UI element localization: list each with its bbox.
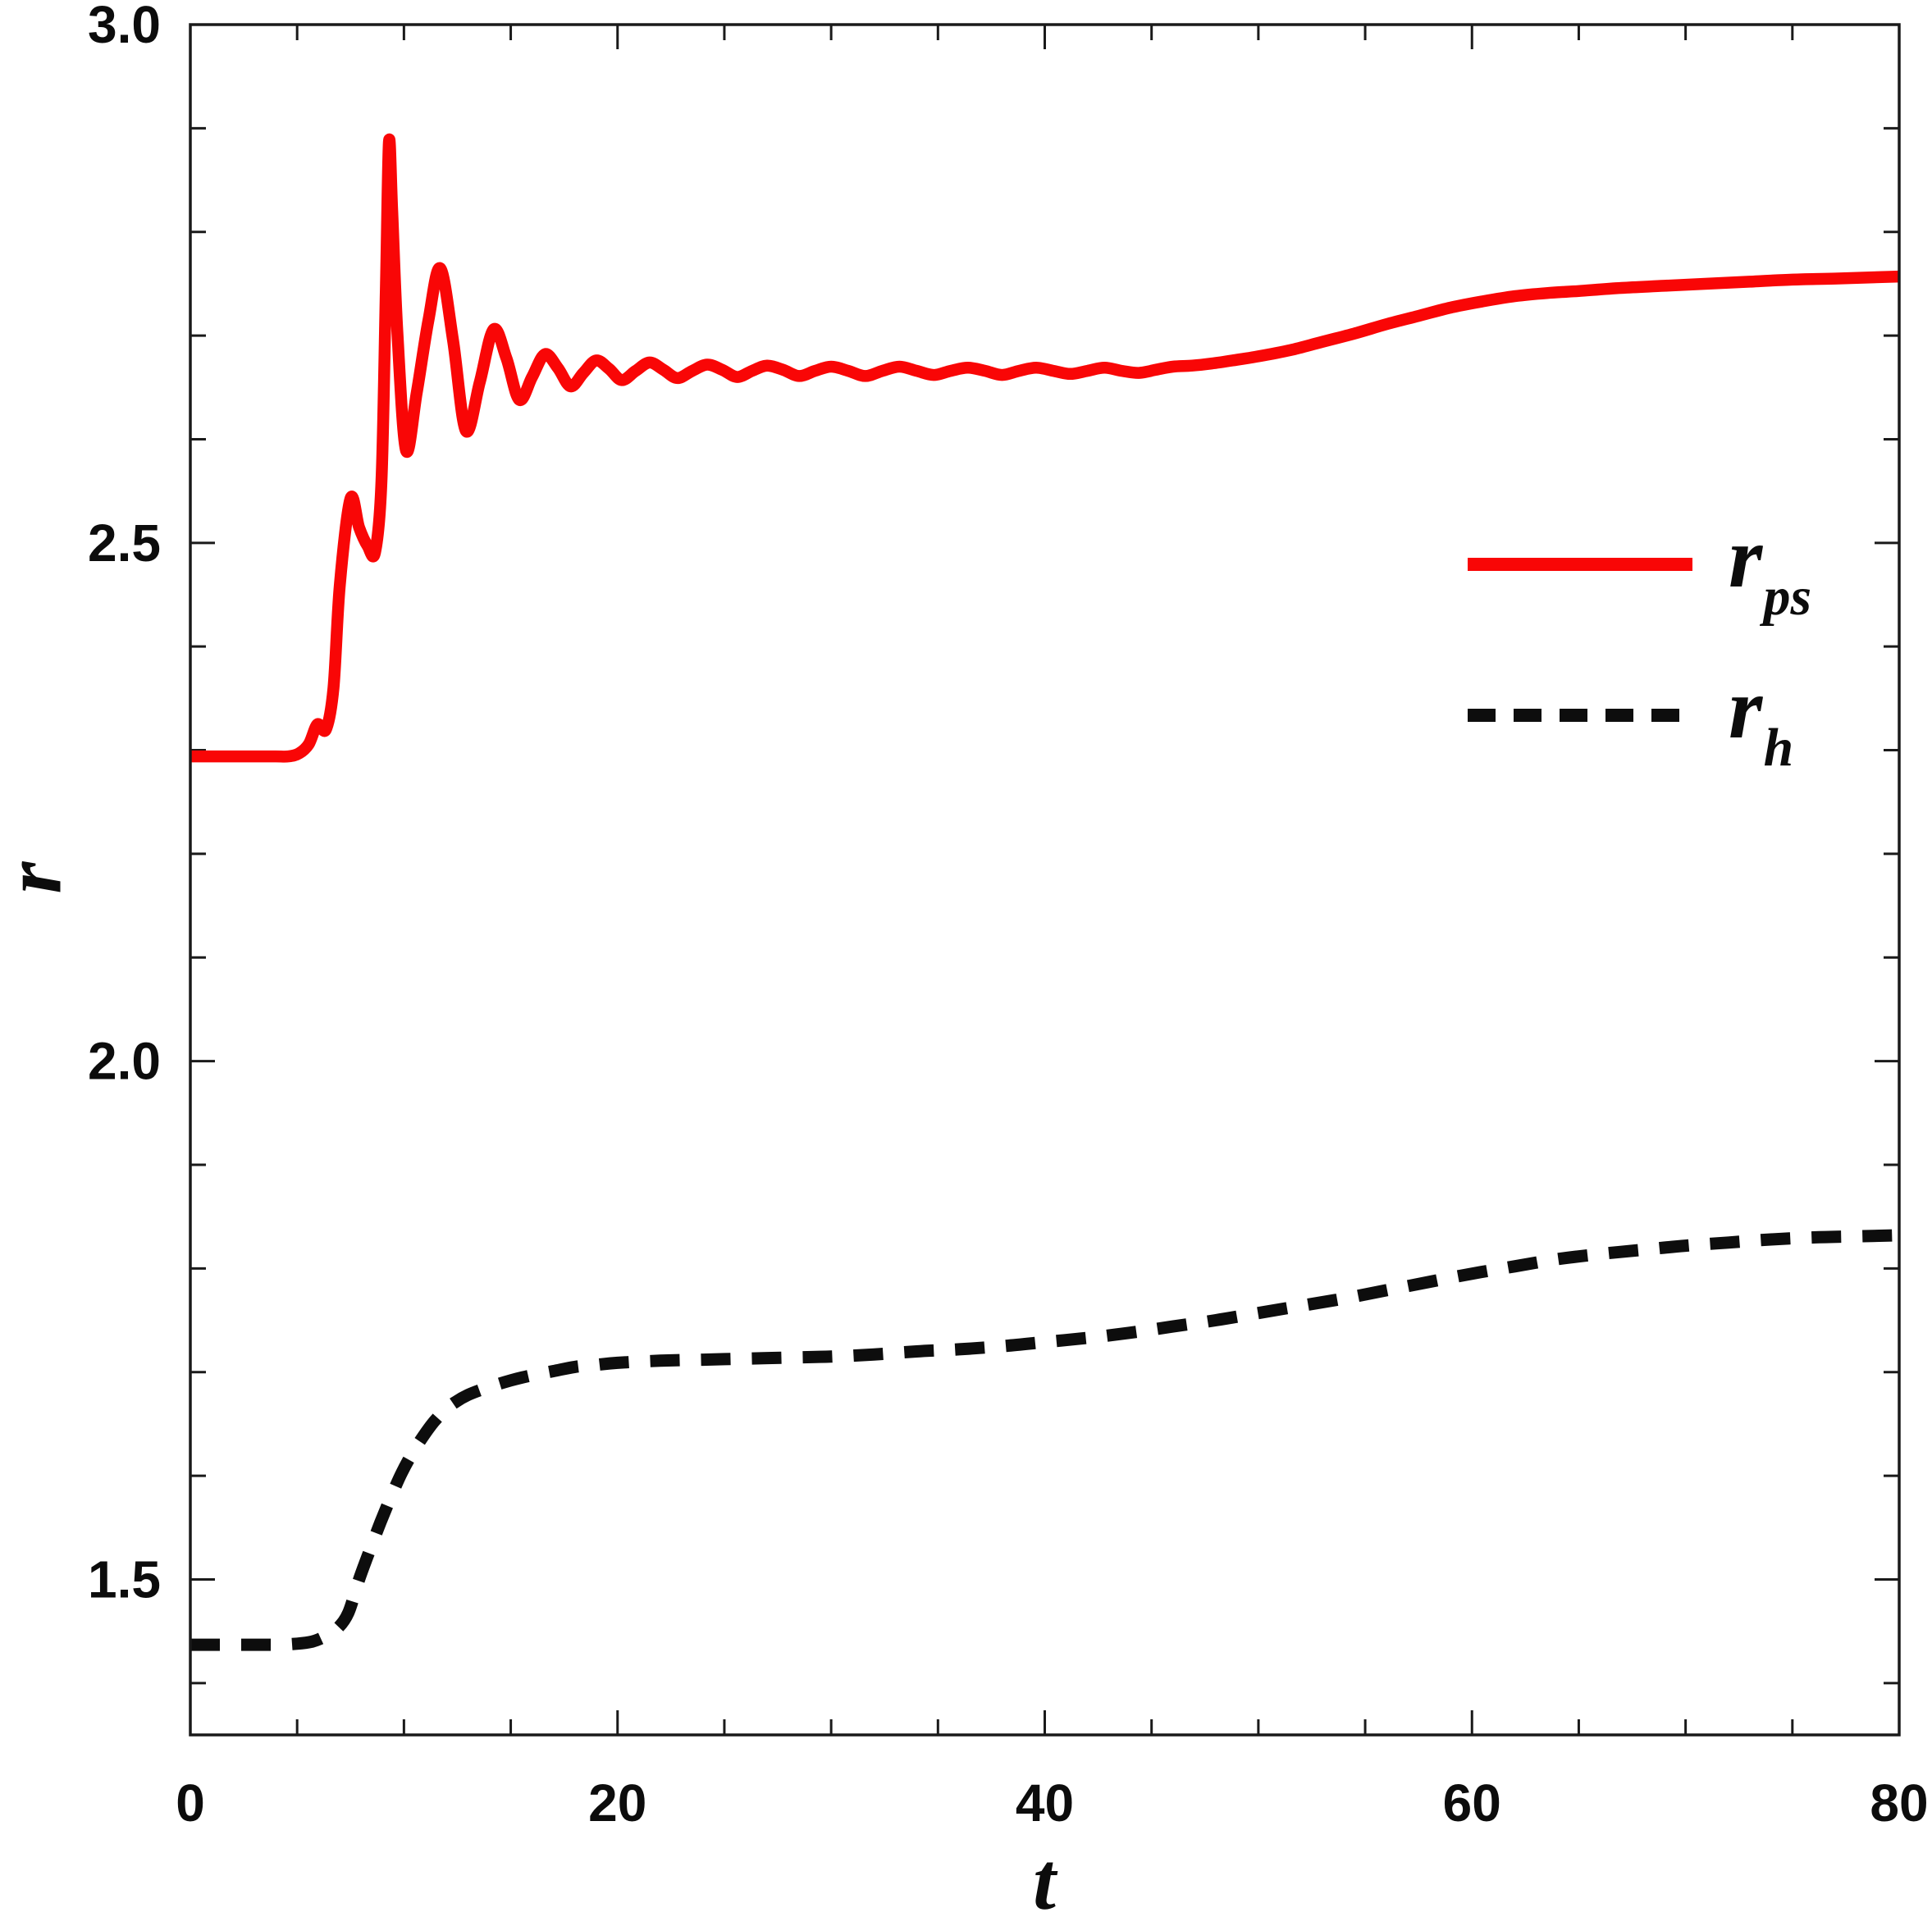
legend-label-rps: rps [1729, 514, 1811, 624]
legend-item-rps: rps [1468, 514, 1811, 624]
y-tick-labels: 1.5 2.0 2.5 3.0 [88, 0, 161, 1609]
legend: rps rh [1468, 514, 1811, 775]
y-axis-label: r [0, 862, 80, 894]
y-tick-label: 3.0 [88, 0, 161, 54]
r_h-curve [190, 1229, 1900, 1651]
x-tick-label: 40 [1016, 1773, 1074, 1833]
plot-frame [189, 23, 1901, 1737]
legend-item-rh: rh [1468, 665, 1811, 775]
axis-ticks [189, 23, 1901, 1735]
legend-label-rh-base: r [1729, 660, 1763, 757]
x-tick-label: 0 [176, 1773, 205, 1833]
x-axis-label: t [1033, 1835, 1056, 1917]
legend-label-rps-sub: ps [1763, 567, 1812, 628]
rps-line-swatch [1468, 558, 1692, 571]
legend-label-rh-sub: h [1763, 718, 1794, 778]
x-tick-labels: 0 20 40 60 80 [176, 1773, 1928, 1833]
x-tick-label: 80 [1870, 1773, 1928, 1833]
y-tick-label: 2.0 [88, 1032, 161, 1091]
legend-label-rps-base: r [1729, 509, 1763, 606]
legend-label-rh: rh [1729, 665, 1793, 775]
x-tick-label: 60 [1443, 1773, 1501, 1833]
x-tick-label: 20 [588, 1773, 646, 1833]
r_ps-curve [190, 133, 1900, 763]
rh-line-swatch [1468, 709, 1692, 722]
y-tick-label: 2.5 [88, 513, 161, 573]
y-tick-label: 1.5 [88, 1550, 161, 1609]
